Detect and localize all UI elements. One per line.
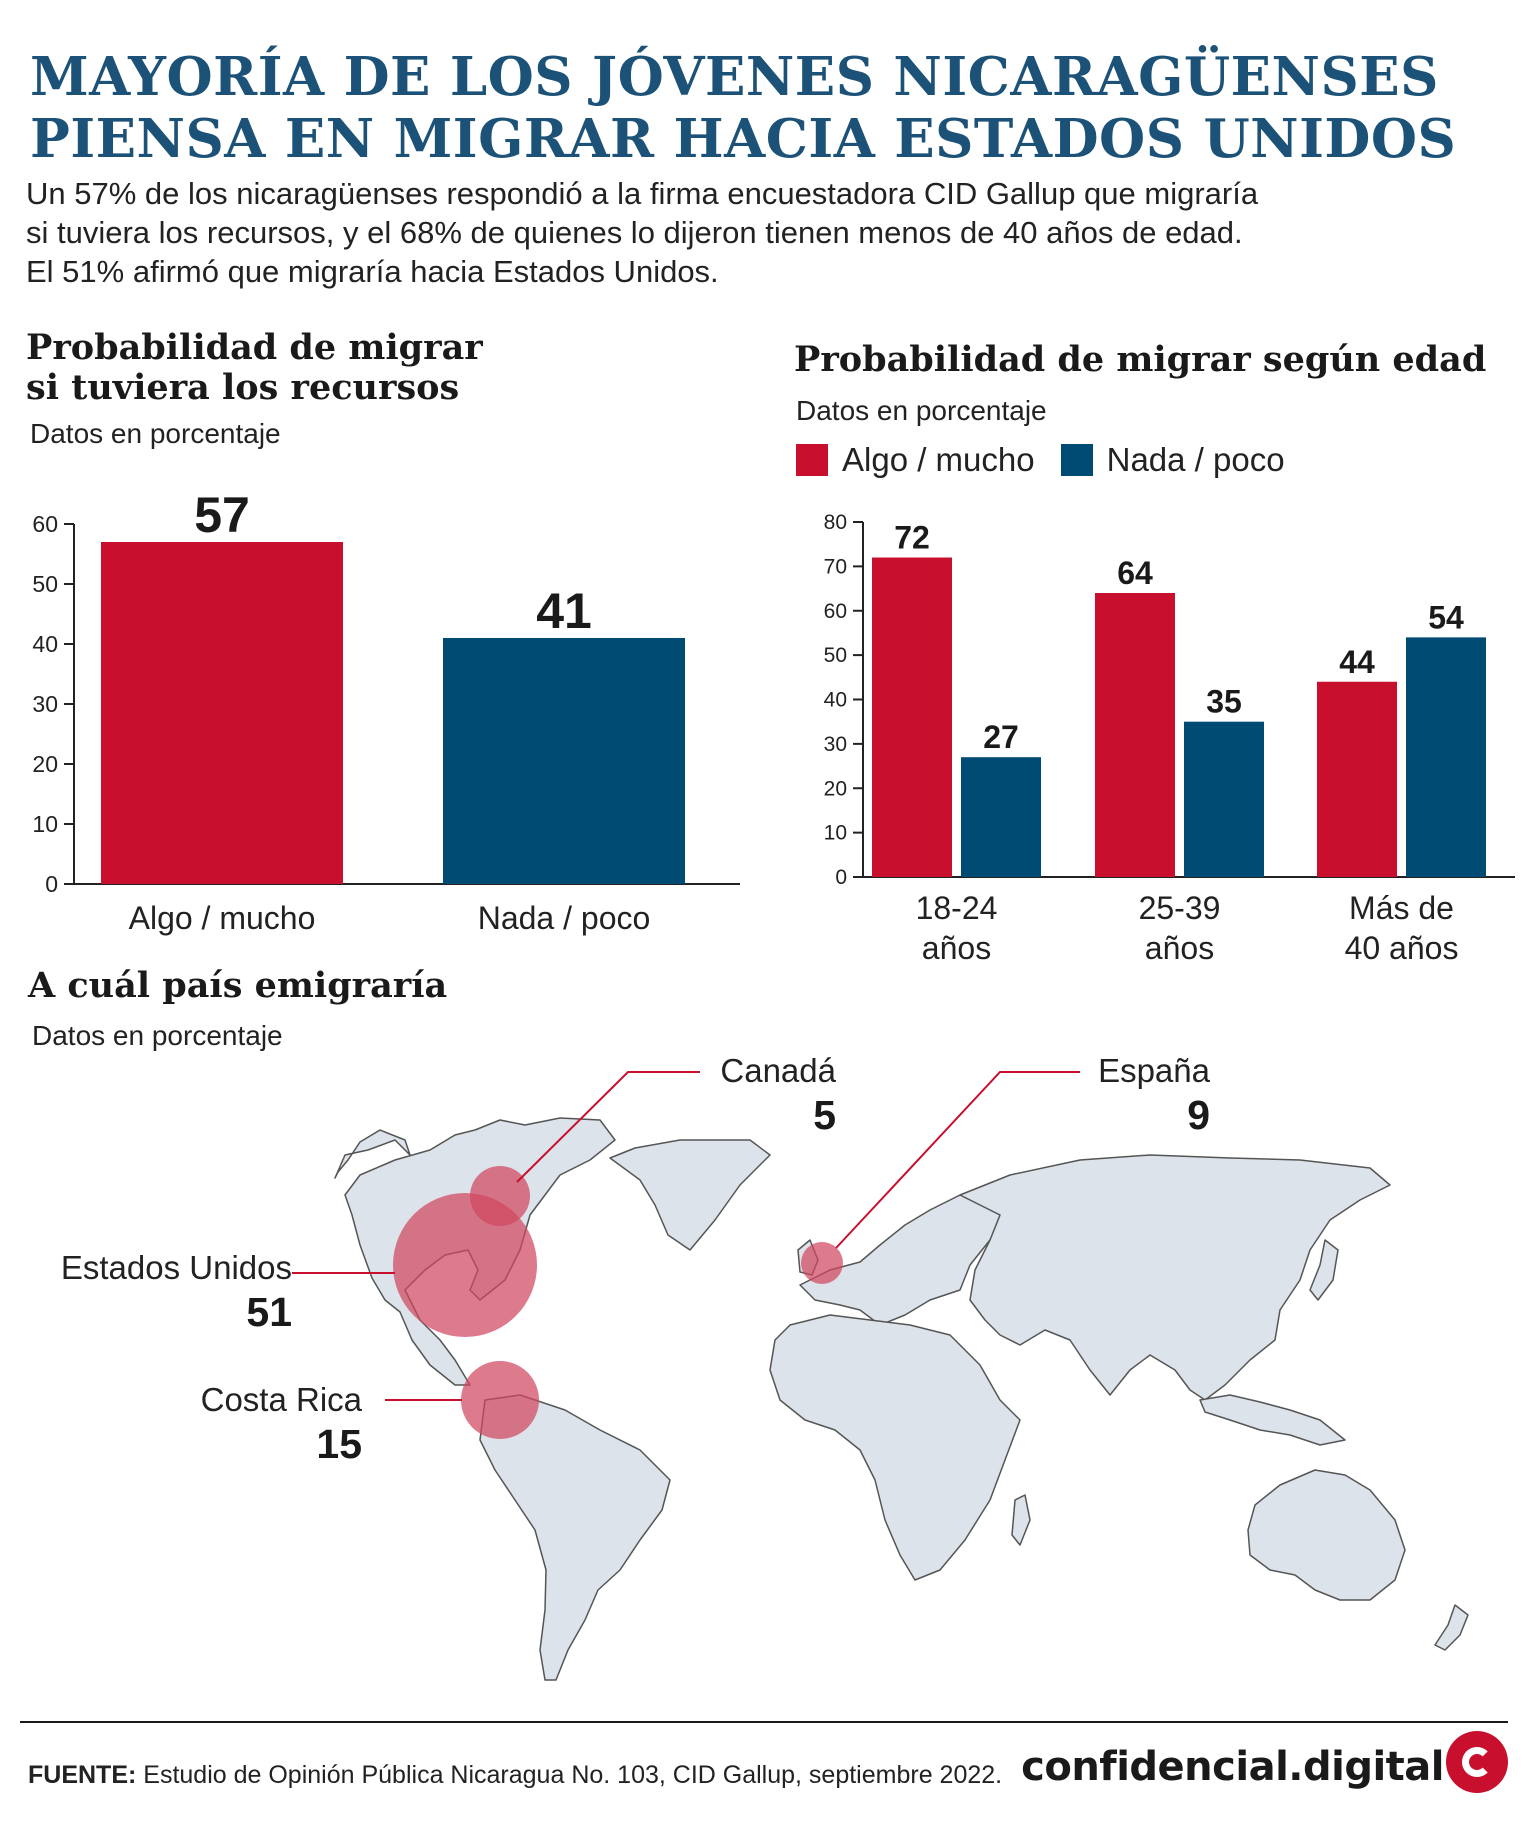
source-note: FUENTE: Estudio de Opinión Pública Nicar… bbox=[28, 1761, 1002, 1790]
map-bubbles bbox=[393, 1166, 843, 1439]
map-label-canada: Canadá 5 bbox=[590, 1052, 836, 1140]
madagascar-shape bbox=[1011, 1494, 1031, 1546]
chart2-bar bbox=[872, 557, 952, 877]
map-title: A cuál país emigraría bbox=[28, 965, 448, 1006]
chart2-title: Probabilidad de migrar según edad bbox=[794, 339, 1487, 380]
map-label-estados-unidos: Estados Unidos 51 bbox=[20, 1249, 292, 1337]
leader-canada bbox=[516, 1071, 700, 1183]
legend-item-algo-mucho: Algo / mucho bbox=[796, 441, 1035, 479]
chart2-y-tick-label: 0 bbox=[835, 866, 847, 889]
page-title: MAYORÍA DE LOS JÓVENES NICARAGÜENSES PIE… bbox=[30, 46, 1510, 170]
title-line-2: PIENSA EN MIGRAR HACIA ESTADOS UNIDOS bbox=[30, 108, 1457, 170]
south-america-shape bbox=[479, 1394, 671, 1681]
chart1-title: Probabilidad de migrar si tuviera los re… bbox=[26, 328, 483, 408]
leader-espana bbox=[835, 1071, 1080, 1249]
title-line-1: MAYORÍA DE LOS JÓVENES NICARAGÜENSES bbox=[30, 46, 1439, 108]
source-label: FUENTE: bbox=[28, 1761, 137, 1789]
chart1-category-label: Algo / mucho bbox=[129, 900, 316, 936]
bubble-costa-rica bbox=[461, 1361, 539, 1439]
legend-swatch-blue bbox=[1060, 444, 1093, 476]
map-leader-lines bbox=[292, 1071, 1080, 1401]
chart1-y-tick-label: 0 bbox=[45, 871, 58, 897]
label-eeuu-value: 51 bbox=[246, 1289, 292, 1335]
subtitle-line-1: Un 57% de los nicaragüenses respondió a … bbox=[26, 176, 1259, 211]
chart2-category-label: Más de bbox=[1349, 890, 1454, 926]
map-label-espana: España 9 bbox=[1000, 1052, 1210, 1140]
label-canada-name: Canadá bbox=[720, 1052, 836, 1089]
chart1-y-tick-label: 20 bbox=[32, 751, 58, 777]
chart2-category-label: 40 años bbox=[1345, 930, 1459, 966]
chart2-value-label: 27 bbox=[983, 719, 1019, 755]
chart2-y-tick-label: 80 bbox=[824, 511, 847, 534]
chart1-bar bbox=[443, 638, 685, 884]
label-costa-rica-value: 15 bbox=[316, 1421, 362, 1467]
chart2-category-label: 25-39 bbox=[1139, 890, 1221, 926]
chart2-value-label: 72 bbox=[894, 520, 930, 556]
chart2-category-label: años bbox=[922, 930, 991, 966]
legend-swatch-red bbox=[796, 444, 828, 476]
chart1-title-line-2: si tuviera los recursos bbox=[26, 367, 460, 408]
chart1-value-label: 41 bbox=[536, 583, 592, 639]
chart2-y-tick-label: 70 bbox=[824, 555, 847, 578]
subtitle-line-2: si tuviera los recursos, y el 68% de qui… bbox=[26, 215, 1243, 250]
chart2-svg: 0 10 20 30 40 50 60 70 80 72 27 18-24 años 64 35 25-39 a… bbox=[824, 511, 1515, 966]
chart1-title-line-1: Probabilidad de migrar bbox=[26, 327, 483, 368]
label-espana-value: 9 bbox=[1187, 1092, 1210, 1138]
map-subtitle: Datos en porcentaje bbox=[32, 1020, 283, 1051]
chart2-value-label: 54 bbox=[1428, 599, 1464, 635]
chart2-value-label: 64 bbox=[1117, 555, 1153, 591]
bubble-estados-unidos bbox=[393, 1193, 537, 1337]
bubble-espana bbox=[801, 1242, 843, 1284]
chart1-category-label: Nada / poco bbox=[478, 900, 651, 936]
footer-divider bbox=[20, 1721, 1508, 1723]
source-text: Estudio de Opinión Pública Nicaragua No.… bbox=[136, 1761, 1003, 1789]
new-zealand-shape bbox=[1434, 1604, 1469, 1651]
chart2-category-label: 18-24 bbox=[916, 890, 998, 926]
label-eeuu-name: Estados Unidos bbox=[60, 1249, 292, 1286]
chart1-value-label: 57 bbox=[194, 487, 250, 543]
chart2-y-tick-label: 50 bbox=[824, 644, 847, 667]
legend-label-algo-mucho: Algo / mucho bbox=[842, 441, 1035, 478]
indonesia-shape bbox=[1199, 1394, 1346, 1446]
chart1-subtitle: Datos en porcentaje bbox=[30, 418, 281, 449]
chart1-y-tick-label: 10 bbox=[32, 811, 58, 837]
label-canada-value: 5 bbox=[813, 1092, 836, 1138]
legend-label-nada-poco: Nada / poco bbox=[1106, 441, 1285, 478]
map-label-costa-rica: Costa Rica 15 bbox=[120, 1381, 362, 1469]
legend-item-nada-poco: Nada / poco bbox=[1060, 441, 1285, 479]
chart2-y-tick-label: 60 bbox=[824, 600, 847, 623]
chart1-y-tick-label: 30 bbox=[32, 691, 58, 717]
chart2-value-label: 44 bbox=[1339, 644, 1375, 680]
chart2-y-tick-label: 30 bbox=[824, 733, 847, 756]
chart1-bar bbox=[101, 542, 343, 884]
chart2-y-tick-label: 20 bbox=[824, 777, 847, 800]
chart2-y-tick-label: 40 bbox=[824, 689, 847, 712]
australia-shape bbox=[1247, 1469, 1406, 1601]
brand-name: confidencial.digital bbox=[1021, 1744, 1444, 1790]
chart2-bar bbox=[1317, 681, 1397, 877]
page-subtitle: Un 57% de los nicaragüenses respondió a … bbox=[26, 174, 1506, 291]
chart2-bar bbox=[961, 757, 1041, 877]
chart2-bar bbox=[1095, 593, 1175, 877]
greenland-shape bbox=[609, 1139, 771, 1251]
chart2-bar bbox=[1406, 637, 1486, 877]
label-espana-name: España bbox=[1098, 1052, 1210, 1089]
chart2-subtitle: Datos en porcentaje bbox=[796, 395, 1047, 426]
chart2-legend: Algo / mucho Nada / poco bbox=[796, 440, 1311, 480]
japan-shape bbox=[1309, 1239, 1339, 1301]
chart1-y-tick-label: 60 bbox=[32, 511, 58, 537]
chart1-svg: 0 10 20 30 40 50 60 57 Algo / mucho 41 Nada / poco bbox=[32, 487, 740, 936]
logo-c-icon bbox=[1462, 1747, 1492, 1777]
chart2-value-label: 35 bbox=[1206, 684, 1242, 720]
chart2-category-label: años bbox=[1145, 930, 1214, 966]
africa-shape bbox=[769, 1314, 1021, 1581]
chart2-bar bbox=[1184, 721, 1264, 877]
chart1-y-tick-label: 40 bbox=[32, 631, 58, 657]
chart1-y-tick-label: 50 bbox=[32, 571, 58, 597]
chart2-y-tick-label: 10 bbox=[824, 822, 847, 845]
label-costa-rica-name: Costa Rica bbox=[200, 1381, 362, 1418]
world-map bbox=[292, 1071, 1469, 1681]
subtitle-line-3: El 51% afirmó que migraría hacia Estados… bbox=[26, 254, 719, 289]
